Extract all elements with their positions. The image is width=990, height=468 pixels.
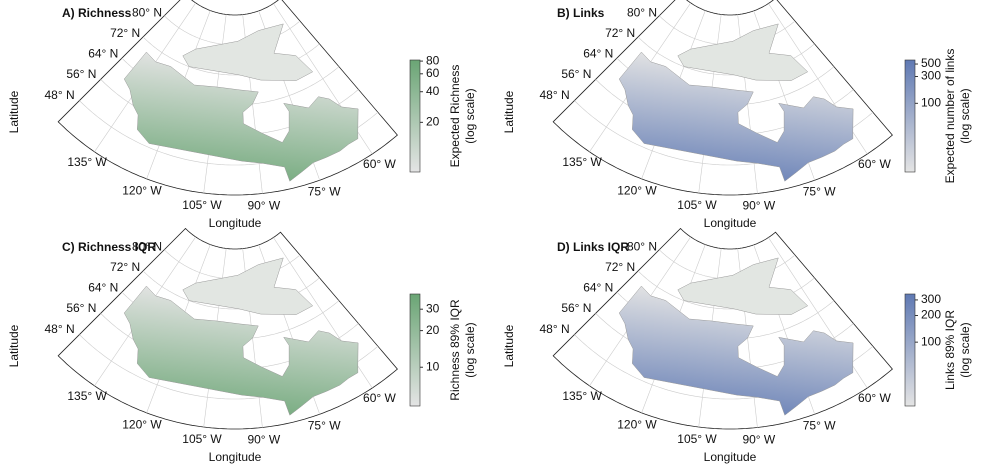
latitude-label: 64° N [88,281,118,295]
panel: 48° N 56° N 64° N 72° N 80° N 135° W 120° W 105… [7,0,477,230]
latitude-label: 72° N [110,260,140,274]
colorbar-note: (log scale) [958,88,972,143]
panel: 48° N 56° N 64° N 72° N 80° N 135° W 120° W 105… [7,227,477,464]
colorbar-tick-label: 30 [426,301,440,315]
longitude-label: 135° W [67,389,107,403]
arctic-islands [677,23,809,81]
longitude-label: 105° W [182,432,222,446]
longitude-label: 105° W [182,198,222,212]
colorbar-tick-label: 300 [921,292,941,306]
colorbar-tick-label: 500 [921,56,941,70]
arctic-islands [182,23,314,81]
latitude-label: 80° N [132,6,162,20]
longitude-label: 120° W [617,183,657,197]
latitude-label: 48° N [539,322,569,336]
longitude-label: 90° W [742,433,775,447]
latitude-label: 64° N [88,47,118,61]
colorbar [409,59,421,173]
colorbar-label: Expected Richness [448,65,462,168]
latitude-label: 72° N [110,26,140,40]
latitude-label: 56° N [66,67,96,81]
colorbar-note: (log scale) [463,322,477,377]
panel: 48° N 56° N 64° N 72° N 80° N 135° W 120° W 105… [502,227,972,464]
y-axis-label: Latitude [7,324,21,367]
colorbar-tick-label: 100 [921,95,941,109]
latitude-label: 80° N [627,6,657,20]
longitude-label: 90° W [247,433,280,447]
latitude-label: 48° N [44,322,74,336]
latitude-label: 80° N [627,240,657,254]
longitude-label: 120° W [122,417,162,431]
latitude-label: 72° N [605,26,635,40]
x-axis-label: Longitude [704,216,757,230]
longitude-label: 135° W [562,389,602,403]
colorbar-tick-label: 300 [921,69,941,83]
colorbar-label: Richness 89% IQR [448,299,462,401]
latitude-label: 72° N [605,260,635,274]
longitude-label: 60° W [858,157,891,171]
y-axis-label: Latitude [7,90,21,133]
latitude-label: 56° N [66,301,96,315]
latitude-label: 56° N [561,67,591,81]
longitude-label: 105° W [677,432,717,446]
colorbar-tick-label: 20 [426,115,440,129]
longitude-label: 135° W [67,155,107,169]
longitude-label: 60° W [363,391,396,405]
panel: 48° N 56° N 64° N 72° N 80° N 135° W 120° W 105… [502,0,972,230]
x-axis-label: Longitude [209,450,262,464]
canada-mainland [618,285,854,416]
colorbar-note: (log scale) [958,322,972,377]
colorbar-tick-label: 80 [426,53,440,67]
longitude-label: 90° W [247,199,280,213]
panel-title: B) Links [557,6,605,20]
longitude-label: 75° W [308,185,341,199]
longitude-label: 75° W [308,419,341,433]
colorbar-tick-label: 20 [426,323,440,337]
latitude-label: 56° N [561,301,591,315]
panel-title: C) Richness IQR [62,240,156,254]
canada-mainland [618,51,854,182]
y-axis-label: Latitude [502,324,516,367]
colorbar-tick-label: 10 [426,359,440,373]
latitude-label: 64° N [583,281,613,295]
colorbar-tick-label: 100 [921,334,941,348]
longitude-label: 60° W [363,157,396,171]
canada-mainland [123,285,359,416]
longitude-label: 75° W [803,185,836,199]
colorbar-note: (log scale) [463,88,477,143]
colorbar [904,293,916,407]
colorbar-tick-label: 200 [921,308,941,322]
latitude-label: 48° N [44,88,74,102]
latitude-label: 48° N [539,88,569,102]
latitude-label: 64° N [583,47,613,61]
y-axis-label: Latitude [502,90,516,133]
arctic-islands [677,257,809,315]
longitude-label: 90° W [742,199,775,213]
arctic-islands [182,257,314,315]
latitude-label: 80° N [132,240,162,254]
longitude-label: 120° W [122,183,162,197]
colorbar-label: Expected number of links [943,49,957,184]
longitude-label: 135° W [562,155,602,169]
longitude-label: 105° W [677,198,717,212]
panel-title: D) Links IQR [557,240,629,254]
colorbar-tick-label: 60 [426,66,440,80]
longitude-label: 120° W [617,417,657,431]
colorbar [904,59,916,173]
longitude-label: 60° W [858,391,891,405]
x-axis-label: Longitude [704,450,757,464]
colorbar [409,293,421,407]
panel-title: A) Richness [62,6,132,20]
colorbar-tick-label: 40 [426,84,440,98]
longitude-label: 75° W [803,419,836,433]
canada-mainland [123,51,359,182]
colorbar-label: Links 89% IQR [943,310,957,390]
x-axis-label: Longitude [209,216,262,230]
